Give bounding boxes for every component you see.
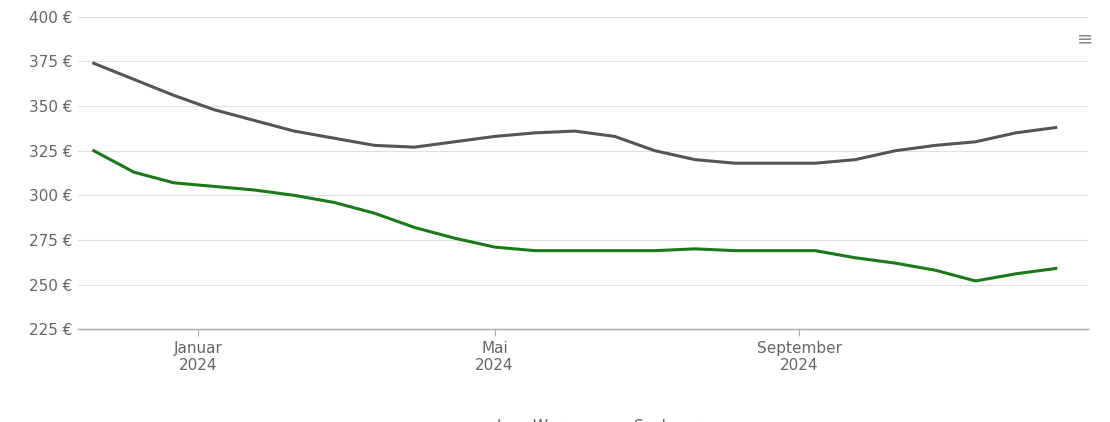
Legend: lose Ware, Sackware: lose Ware, Sackware — [451, 413, 715, 422]
Text: ≡: ≡ — [1077, 30, 1093, 49]
